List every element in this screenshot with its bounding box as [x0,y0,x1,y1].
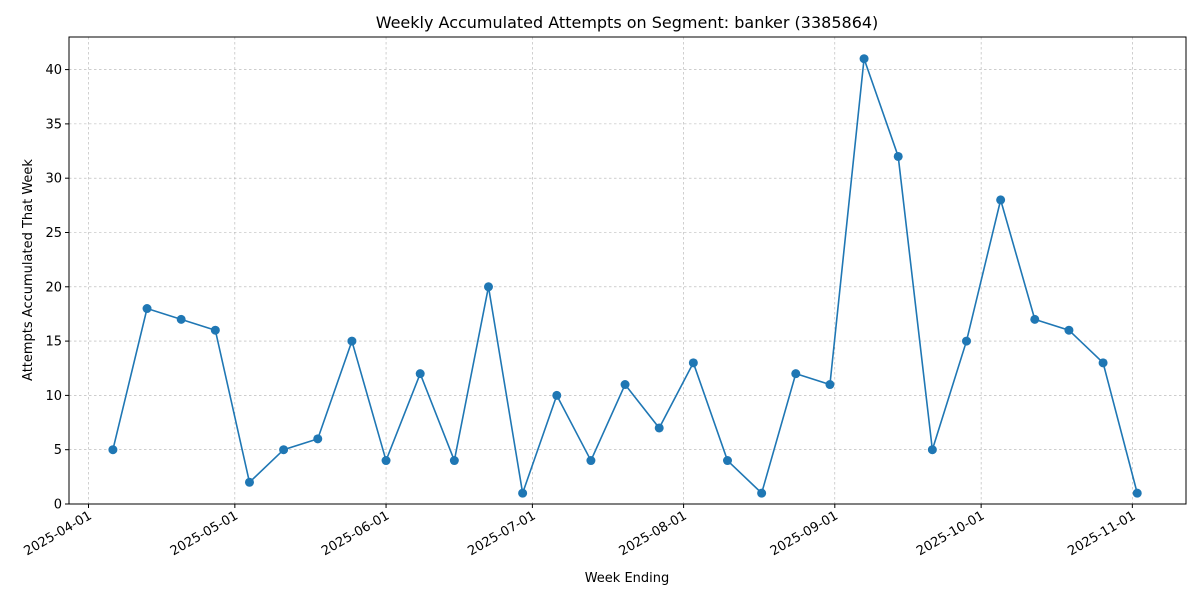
x-axis-label: Week Ending [585,571,670,586]
data-point [108,445,118,455]
y-tick-label: 35 [45,117,62,132]
data-point [757,488,767,498]
chart-title: Weekly Accumulated Attempts on Segment: … [376,13,879,32]
data-point [1132,488,1142,498]
data-point [927,445,937,455]
plot-frame [68,36,1187,505]
data-point [210,325,220,335]
x-tick-label: 2025-07-01 [465,508,538,559]
data-point [620,380,630,390]
y-tick-label: 15 [45,335,62,350]
data-point [962,336,972,346]
data-point [381,456,391,466]
data-point [1064,325,1074,335]
data-point [518,488,528,498]
data-point [415,369,425,379]
x-tick-label: 2025-08-01 [617,508,690,559]
y-axis-label: Attempts Accumulated That Week [21,159,36,381]
y-tick-label: 10 [45,389,62,404]
data-point [791,369,801,379]
data-point [313,434,323,444]
x-tick-label: 2025-10-01 [914,508,987,559]
x-tick-label: 2025-11-01 [1065,508,1138,559]
axis-ticks: 0 5 10 15 20 25 30 35 40 2025-04-01 2025-05-01 2025… [22,63,1139,559]
y-tick-label: 5 [54,443,62,458]
y-tick-label: 20 [45,280,62,295]
data-point [347,336,357,346]
data-point [142,304,152,314]
data-point [279,445,289,455]
data-point [552,390,562,400]
data-point [654,423,664,433]
grid [69,37,1186,505]
y-tick-label: 25 [45,226,62,241]
data-point [893,151,903,161]
data-point [1030,314,1040,324]
data-point [449,456,459,466]
data-point [1098,358,1108,368]
data-point [688,358,698,368]
data-point [722,456,732,466]
y-tick-label: 0 [54,498,62,513]
data-point [825,380,835,390]
x-tick-label: 2025-09-01 [768,508,841,559]
data-point [176,314,186,324]
series-layer [108,54,1142,498]
data-point [586,456,596,466]
x-tick-label: 2025-04-01 [22,508,95,559]
data-point [996,195,1006,205]
data-point [244,477,254,487]
x-tick-label: 2025-06-01 [319,508,392,559]
y-tick-label: 30 [45,172,62,187]
data-point [859,54,869,64]
x-tick-label: 2025-05-01 [168,508,241,559]
data-point [483,282,493,292]
y-tick-label: 40 [45,63,62,78]
